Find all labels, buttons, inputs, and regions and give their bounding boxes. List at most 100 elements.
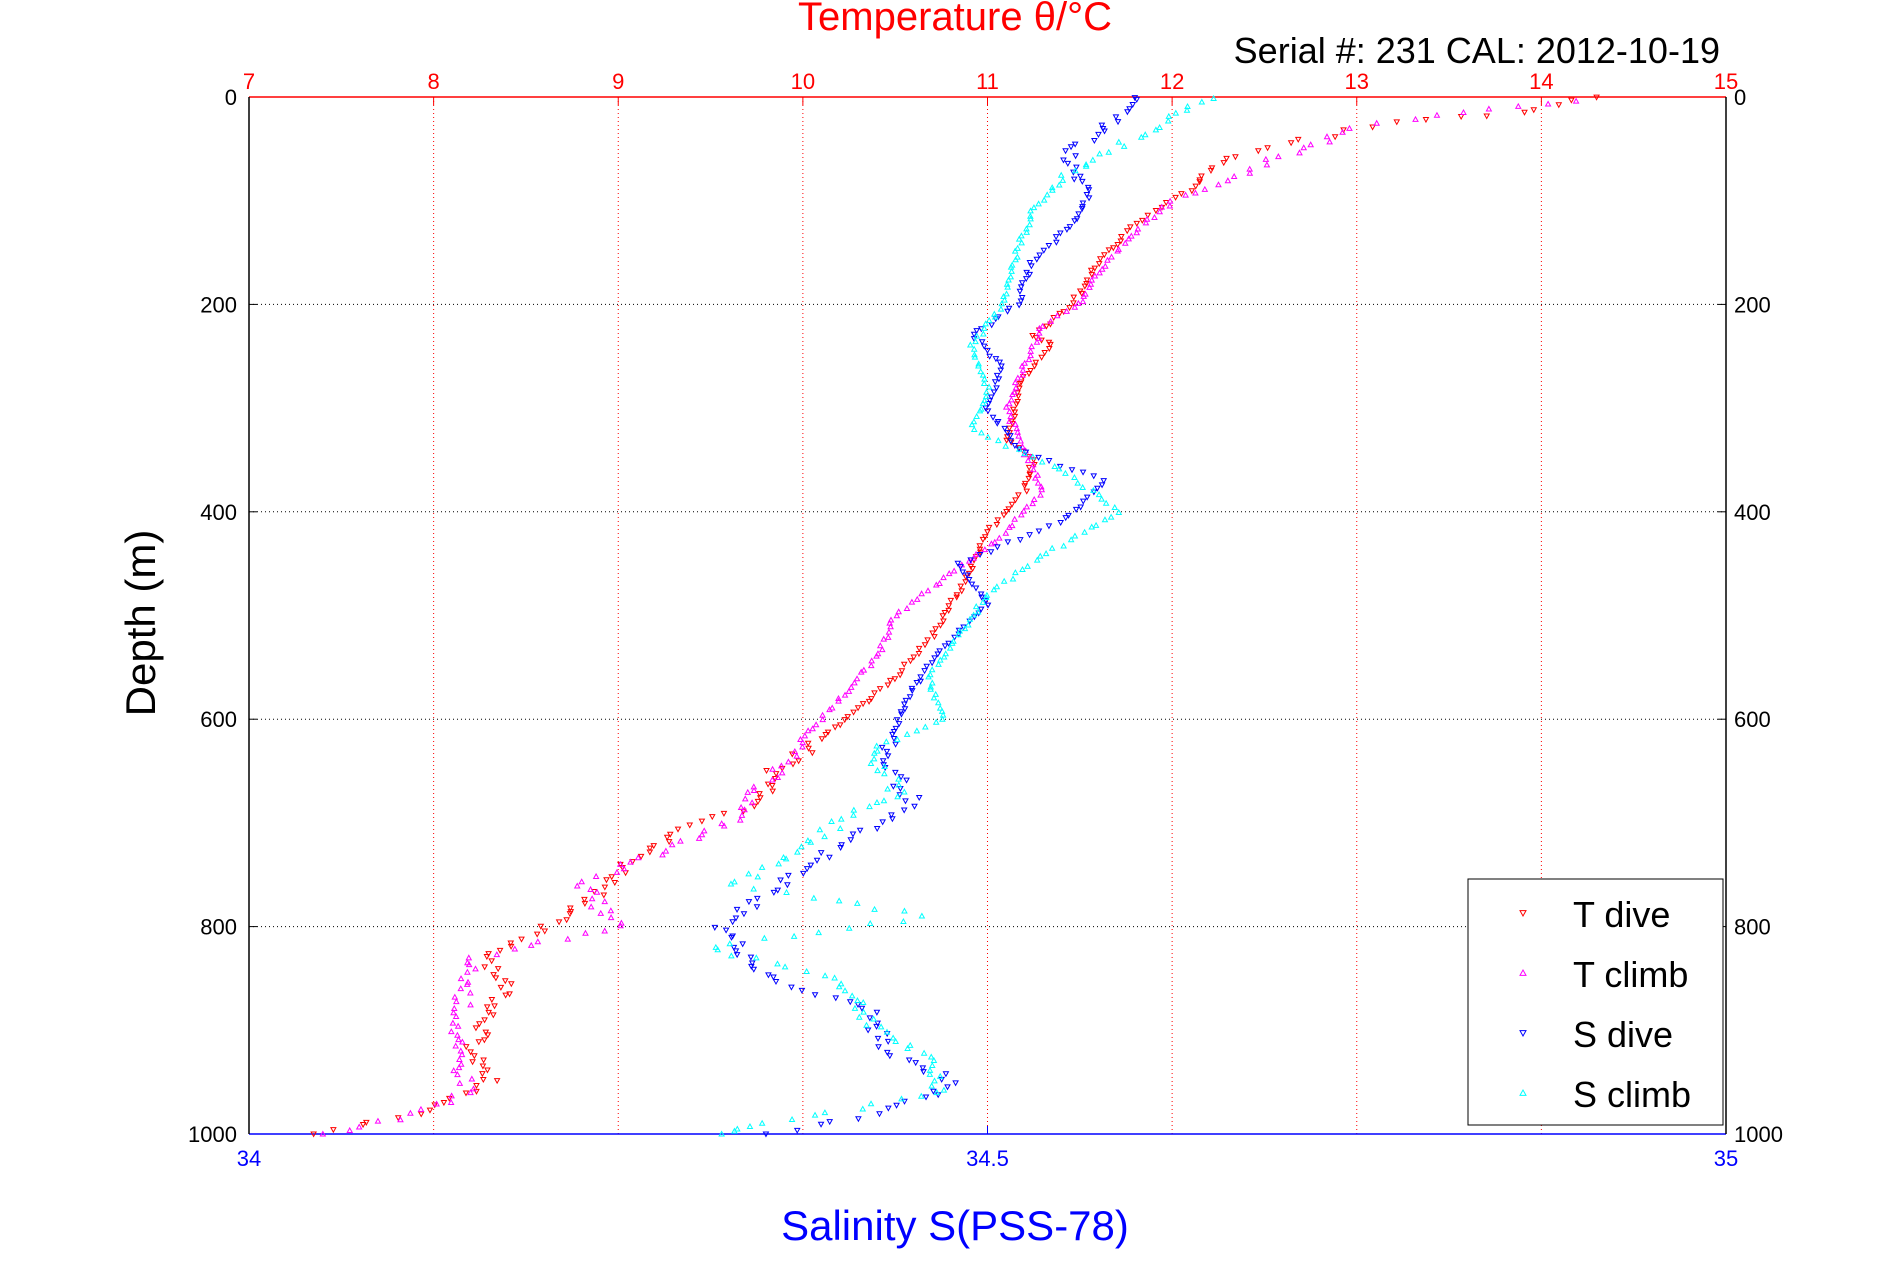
data-point [821, 972, 829, 979]
data-point [887, 623, 894, 630]
data-point [890, 783, 897, 790]
data-point [711, 924, 719, 931]
data-points [310, 94, 1600, 1138]
data-point [895, 775, 902, 782]
data-point [1124, 109, 1131, 116]
data-point [698, 831, 706, 838]
data-point [1082, 162, 1090, 169]
data-point [873, 1023, 880, 1030]
data-point [1544, 100, 1552, 107]
data-point [467, 989, 474, 996]
data-point [1047, 317, 1055, 324]
data-point [1067, 536, 1075, 543]
data-point [900, 807, 908, 814]
data-point [964, 621, 972, 628]
data-point [970, 611, 978, 618]
data-point [1166, 197, 1174, 204]
data-point [898, 1095, 905, 1102]
data-point [1000, 512, 1008, 519]
data-point [457, 975, 465, 982]
data-point [982, 405, 989, 412]
data-point [886, 677, 894, 684]
data-point [646, 845, 654, 852]
data-point [582, 929, 589, 936]
data-point [940, 618, 947, 625]
data-point [1015, 393, 1022, 400]
data-point [1039, 322, 1046, 329]
data-point [898, 668, 906, 675]
data-point [695, 834, 703, 841]
data-point [1572, 97, 1580, 104]
data-point [746, 1122, 754, 1130]
data-point [851, 679, 858, 686]
data-point [953, 594, 961, 601]
data-point [923, 663, 931, 670]
data-point [851, 1004, 859, 1011]
data-point [733, 952, 741, 959]
data-point [601, 898, 609, 905]
data-point [972, 585, 980, 592]
data-point [1089, 156, 1097, 163]
data-point [744, 788, 752, 795]
data-point [893, 612, 901, 619]
data-point [1017, 437, 1025, 444]
data-point [1002, 403, 1010, 410]
data-point [1090, 486, 1097, 493]
data-point [884, 682, 892, 689]
data-point [836, 722, 844, 729]
data-point [770, 889, 778, 896]
data-point [883, 748, 891, 755]
data-point [700, 827, 708, 834]
data-point [450, 1067, 458, 1074]
data-point [1024, 457, 1032, 464]
data-point [1393, 119, 1401, 126]
depth-tick-label: 200 [1734, 292, 1771, 317]
data-point [1003, 437, 1010, 444]
data-point [1070, 300, 1077, 307]
data-point [936, 648, 943, 655]
data-point [858, 1005, 866, 1012]
data-point [900, 788, 908, 795]
data-point [788, 751, 796, 758]
data-point [1072, 506, 1080, 513]
data-point [870, 755, 878, 762]
data-point [901, 701, 908, 708]
data-point [581, 900, 589, 907]
data-point [905, 1057, 913, 1064]
data-point [836, 824, 844, 832]
data-point [994, 517, 1002, 524]
data-point [986, 397, 994, 404]
data-point [1079, 200, 1087, 207]
data-point [864, 1027, 872, 1034]
data-point [603, 877, 610, 884]
data-point [841, 717, 849, 724]
data-point [1040, 196, 1048, 203]
data-point [1114, 247, 1121, 254]
data-point [1003, 508, 1010, 516]
data-point [726, 940, 734, 947]
data-point [863, 1021, 870, 1028]
data-point [1001, 296, 1008, 303]
data-point [1198, 173, 1205, 180]
data-point [950, 567, 958, 574]
data-point [955, 631, 962, 638]
data-point [982, 597, 990, 604]
data-point [1063, 307, 1071, 314]
data-point [1060, 157, 1067, 164]
data-point [1296, 149, 1303, 156]
data-point [1198, 98, 1206, 105]
data-point [877, 1023, 885, 1030]
data-point [828, 817, 835, 825]
data-point [901, 1098, 908, 1105]
data-point [884, 753, 892, 760]
data-point [996, 359, 1004, 366]
data-point [982, 320, 989, 327]
data-point [1016, 385, 1023, 392]
data-point [1045, 523, 1053, 530]
data-point [1036, 252, 1044, 259]
data-point [913, 727, 921, 734]
data-point [988, 540, 995, 547]
data-point [1031, 474, 1039, 481]
data-point [1011, 442, 1019, 449]
legend-marker-icon [1519, 968, 1527, 976]
